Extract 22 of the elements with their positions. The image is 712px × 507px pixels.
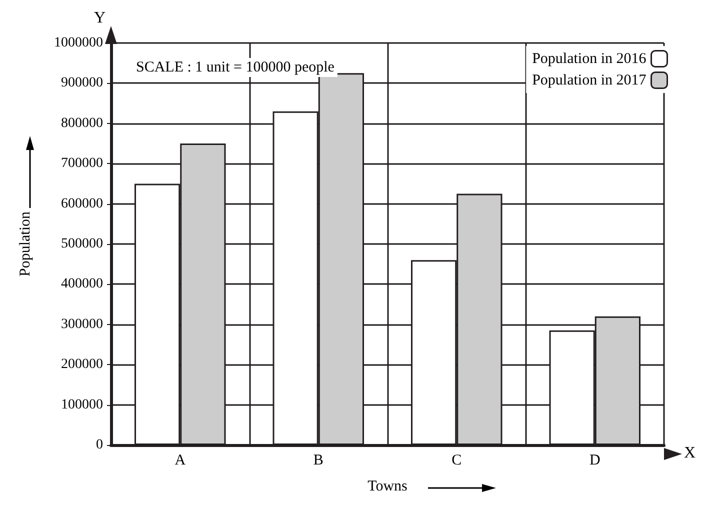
y-tick-label: 200000 <box>61 357 103 372</box>
y-tick-label: 800000 <box>61 116 103 131</box>
text: Y <box>94 10 106 26</box>
x-axis-title: Towns <box>368 478 408 494</box>
y-axis-title: Population <box>18 211 34 277</box>
y-tick-label: 1000000 <box>54 36 103 50</box>
annotation: SCALE : 1 unit = 100000 people <box>136 60 335 76</box>
y-tick-label: 0 <box>96 438 103 452</box>
y-tick-label: 600000 <box>61 196 103 212</box>
x-tick-label: D <box>589 452 600 468</box>
text: X <box>684 444 696 462</box>
y-tick-label: 400000 <box>61 276 103 292</box>
legend-label: Population in 2017 <box>532 72 647 88</box>
legend-label: Population in 2016 <box>532 50 647 67</box>
y-tick-label: 700000 <box>61 156 103 172</box>
y-tick-label: 500000 <box>61 236 103 252</box>
x-tick-label: C <box>452 452 462 468</box>
y-tick-label: 100000 <box>61 397 103 412</box>
x-tick-label: A <box>174 452 186 468</box>
y-tick-label: 900000 <box>61 76 103 91</box>
y-tick-label: 300000 <box>61 316 103 332</box>
x-tick-label: B <box>313 452 324 468</box>
